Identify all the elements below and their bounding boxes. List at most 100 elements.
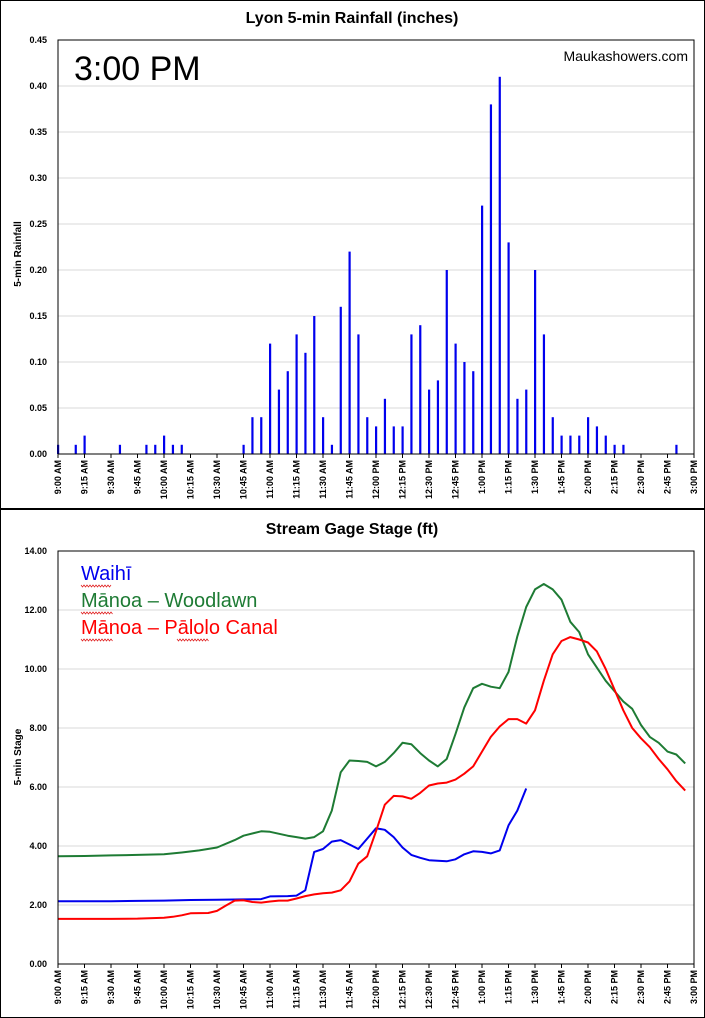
rainfall-x-tick-label: 9:00 AM — [53, 460, 63, 494]
rainfall-bar — [595, 426, 599, 454]
rainfall-bar — [286, 371, 289, 454]
rainfall-bar — [472, 371, 475, 454]
rainfall-x-tick-label: 9:30 AM — [106, 460, 116, 494]
rainfall-x-tick-label: 10:00 AM — [159, 460, 169, 499]
spellcheck-underlines — [80, 584, 209, 642]
current-time-label: 3:00 PM — [74, 50, 201, 88]
rainfall-bar — [260, 417, 263, 454]
rainfall-bar — [675, 444, 678, 454]
stage-x-tick-label: 9:45 AM — [133, 970, 143, 1004]
rainfall-x-tick-label: 2:00 PM — [583, 460, 593, 494]
stage-x-tick-label: 12:30 PM — [424, 970, 434, 1009]
stage-x-tick-label: 1:30 PM — [530, 970, 540, 1004]
stage-x-tick-label: 11:45 AM — [345, 970, 355, 1009]
stage-x-tick-label: 10:30 AM — [212, 970, 222, 1009]
rainfall-bar — [542, 334, 546, 454]
stage-y-tick-label: 14.00 — [24, 546, 47, 556]
rainfall-bar — [269, 343, 272, 454]
stage-x-ticks: 9:00 AM 9:15 AM 9:30 AM 9:45 AM 10:00 AM 10:1… — [53, 964, 699, 1009]
legend-manoa-palolo-canal: Mānoa – Pālolo Canal — [81, 617, 278, 639]
rainfall-bar — [551, 417, 554, 454]
rainfall-y-tick-label: 0.00 — [29, 449, 47, 459]
rainfall-x-tick-label: 11:30 AM — [318, 460, 328, 499]
stage-x-tick-label: 2:00 PM — [583, 970, 593, 1004]
rainfall-bar — [277, 389, 281, 454]
rainfall-bar — [313, 316, 316, 454]
rainfall-bar — [604, 435, 607, 454]
rainfall-x-tick-label: 1:45 PM — [557, 460, 567, 494]
rainfall-y-tick-label: 0.20 — [29, 265, 47, 275]
series-line-m-noa-p-lolo-canal — [58, 636, 686, 920]
spellcheck-squiggle — [80, 611, 113, 615]
stage-y-tick-label: 12.00 — [24, 605, 47, 615]
rainfall-bar — [383, 398, 387, 454]
rainfall-bars — [57, 76, 678, 455]
rainfall-bar — [481, 205, 484, 454]
stage-x-tick-label: 3:00 PM — [689, 970, 699, 1004]
stage-y-tick-label: 8.00 — [29, 723, 47, 733]
rainfall-y-tick-label: 0.45 — [29, 35, 47, 45]
rainfall-y-tick-label: 0.40 — [29, 81, 47, 91]
rainfall-bar — [613, 444, 616, 454]
rainfall-bar — [295, 334, 298, 454]
rainfall-x-tick-label: 1:30 PM — [530, 460, 540, 494]
stage-y-tick-label: 6.00 — [29, 782, 47, 792]
stage-x-tick-label: 11:15 AM — [292, 970, 302, 1009]
rainfall-x-tick-label: 12:30 PM — [424, 460, 434, 499]
rainfall-bar — [578, 435, 581, 454]
stage-y-tick-label: 2.00 — [29, 900, 47, 910]
stage-x-tick-label: 12:45 PM — [451, 970, 461, 1009]
stage-x-tick-label: 12:00 PM — [371, 970, 381, 1009]
rainfall-chart-title: Lyon 5-min Rainfall (inches) — [246, 10, 459, 27]
rainfall-x-tick-label: 9:45 AM — [133, 460, 143, 494]
stage-series-lines — [57, 583, 686, 920]
rainfall-y-tick-label: 0.35 — [29, 127, 47, 137]
rainfall-x-ticks: 9:00 AM 9:15 AM 9:30 AM 9:45 AM 10:00 AM 10:1… — [53, 454, 699, 499]
rainfall-x-tick-label: 10:30 AM — [212, 460, 222, 499]
rainfall-bar — [454, 343, 457, 454]
rainfall-bar — [304, 352, 307, 454]
stage-x-tick-label: 2:15 PM — [610, 970, 620, 1004]
rainfall-y-tick-label: 0.05 — [29, 403, 47, 413]
rainfall-bar — [251, 417, 254, 454]
rainfall-bar — [516, 398, 519, 454]
rainfall-bar — [118, 444, 122, 454]
series-line-waih — [58, 788, 528, 903]
stage-x-tick-label: 2:45 PM — [663, 970, 673, 1004]
rainfall-gridlines — [58, 39, 694, 409]
rainfall-x-tick-label: 11:45 AM — [345, 460, 355, 499]
rainfall-bar — [171, 444, 175, 454]
series-line-m-noa-woodlawn — [57, 583, 686, 858]
rainfall-x-tick-label: 1:00 PM — [477, 460, 487, 494]
legend-waihi: Waihī — [81, 563, 132, 585]
rainfall-bar — [180, 444, 183, 454]
stage-chart-title: Stream Gage Stage (ft) — [266, 521, 438, 538]
rainfall-bar — [445, 270, 448, 454]
rainfall-bar — [463, 362, 466, 454]
rainfall-bar — [339, 306, 342, 454]
rainfall-x-tick-label: 2:45 PM — [663, 460, 673, 494]
rainfall-bar — [322, 417, 325, 454]
rainfall-bar — [489, 104, 493, 455]
credit-label: Maukashowers.com — [564, 48, 689, 64]
stage-plot-border — [57, 550, 695, 965]
rainfall-bar — [375, 426, 378, 454]
rainfall-bar — [428, 389, 431, 454]
stage-x-tick-label: 12:15 PM — [398, 970, 408, 1009]
stage-x-tick-label: 2:30 PM — [636, 970, 646, 1004]
stage-y-tick-label: 4.00 — [29, 841, 47, 851]
rainfall-chart: Lyon 5-min Rainfall (inches) 5-min Rainf… — [13, 10, 699, 499]
rainfall-bar — [154, 444, 157, 454]
stage-x-tick-label: 10:45 AM — [239, 970, 249, 1009]
rainfall-bar — [436, 380, 440, 454]
rainfall-bar — [83, 435, 86, 454]
rainfall-x-tick-label: 1:15 PM — [504, 460, 514, 494]
rainfall-bar — [357, 334, 360, 454]
rainfall-bar — [534, 270, 537, 454]
rainfall-x-tick-label: 12:15 PM — [398, 460, 408, 499]
rainfall-x-tick-label: 12:45 PM — [451, 460, 461, 499]
rainfall-bar — [366, 417, 369, 454]
spellcheck-squiggle — [80, 638, 113, 642]
stage-x-tick-label: 9:15 AM — [80, 970, 90, 1004]
rainfall-bar — [525, 389, 528, 454]
